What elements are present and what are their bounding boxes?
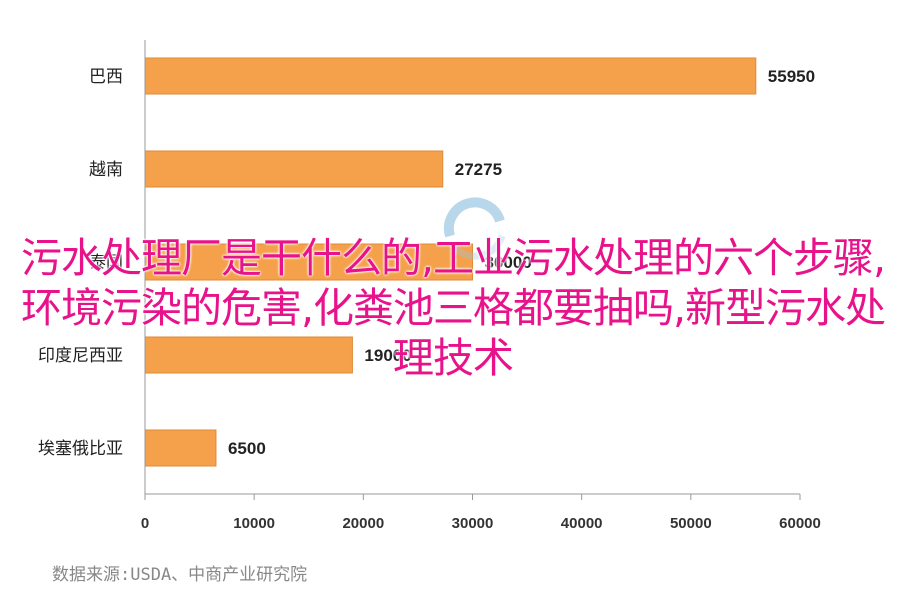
bar xyxy=(144,150,444,188)
bar xyxy=(144,336,353,374)
data-label: 55950 xyxy=(768,67,815,86)
watermark-logo-icon xyxy=(443,197,506,260)
x-tick-label: 40000 xyxy=(561,515,603,532)
bar xyxy=(144,243,473,281)
source-note: 数据来源:USDA、中商产业研究院 xyxy=(52,565,308,585)
category-label: 埃塞俄比亚 xyxy=(38,439,123,459)
data-label: 6500 xyxy=(228,439,266,458)
category-label: 印度尼西亚 xyxy=(38,346,123,366)
category-label: 越南 xyxy=(89,160,123,180)
bar xyxy=(144,57,757,95)
x-axis: 0 10000 20000 30000 40000 50000 60000 xyxy=(141,40,821,532)
data-label: 19000 xyxy=(364,346,411,365)
data-label: 30000 xyxy=(485,253,532,272)
value-labels-group: 55950 27275 30000 19000 6500 xyxy=(228,67,815,458)
data-label: 27275 xyxy=(455,160,502,179)
x-tick-label: 30000 xyxy=(452,515,494,532)
x-tick-label: 50000 xyxy=(670,515,712,532)
bar xyxy=(144,429,217,467)
x-tick-label: 0 xyxy=(141,515,149,532)
x-tick-label: 20000 xyxy=(342,515,384,532)
category-label: 泰国 xyxy=(89,253,123,273)
category-label: 巴西 xyxy=(89,67,123,87)
x-tick-label: 60000 xyxy=(779,515,821,532)
bars-group xyxy=(144,57,757,467)
x-tick-label: 10000 xyxy=(233,515,275,532)
